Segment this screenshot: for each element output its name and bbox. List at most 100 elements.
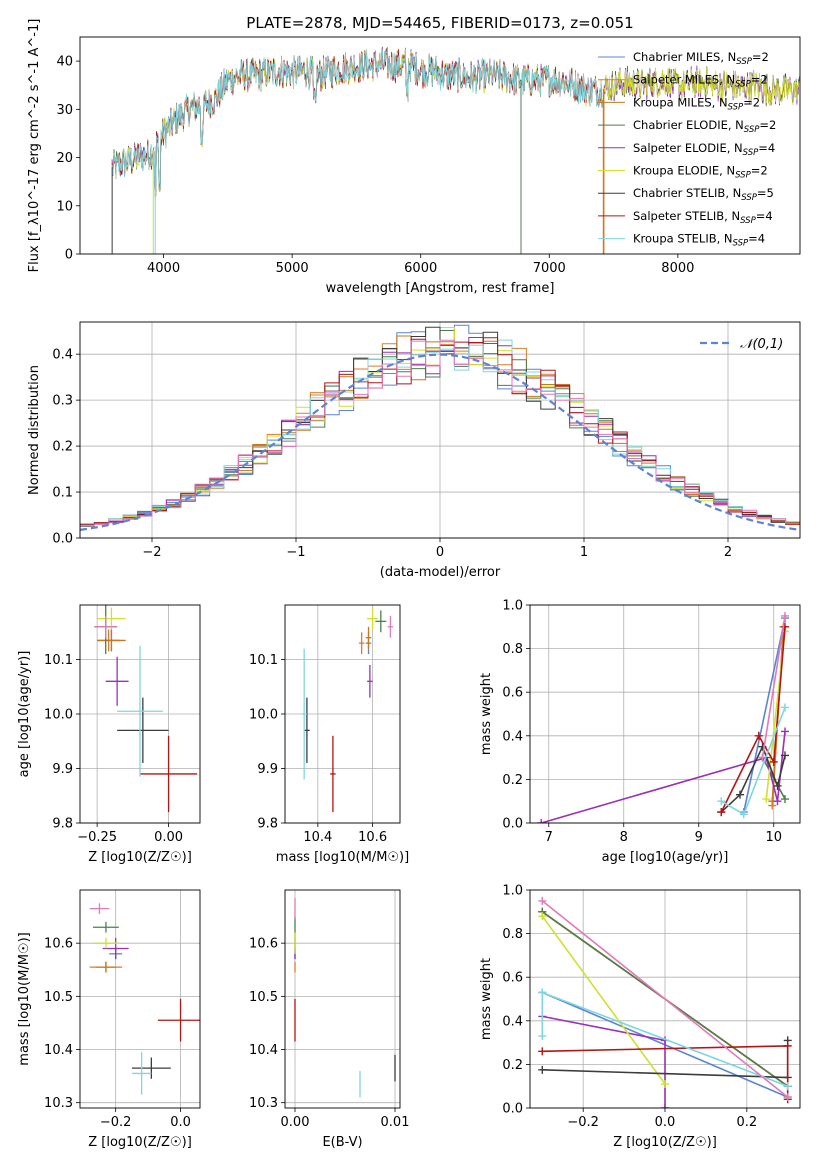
data-point xyxy=(131,1057,171,1079)
legend-label: Chabrier STELIB, NSSP=5 xyxy=(633,186,774,203)
y-tick-label: 30 xyxy=(56,103,73,118)
weight-series xyxy=(761,615,786,758)
plot-area xyxy=(94,605,198,813)
y-axis-label: mass weight xyxy=(479,673,494,755)
x-tick-label: 7000 xyxy=(533,261,566,276)
panel-residuals: −2 −1 0 1 2 0.0 0.1 0.2 0.3 0.4 (data-model)/error… xyxy=(27,321,801,580)
weight-series xyxy=(541,731,786,823)
weight-marker xyxy=(538,988,547,997)
x-axis-label: Z [log10(Z/Z☉)] xyxy=(613,1135,717,1150)
y-tick-label: 10.1 xyxy=(44,653,73,668)
legend-label: Salpeter MILES, NSSP=2 xyxy=(633,73,768,90)
y-tick-label: 9.9 xyxy=(52,762,73,777)
y-tick-label: 0.4 xyxy=(502,1014,523,1029)
y-tick-label: 0.0 xyxy=(502,817,523,832)
axes-frame xyxy=(529,604,801,824)
weight-marker xyxy=(781,611,789,620)
y-tick-label: 0.8 xyxy=(502,642,523,657)
axes-frame xyxy=(79,604,201,824)
data-point xyxy=(140,735,198,813)
legend-label: 𝒩(0,1) xyxy=(740,337,783,352)
x-axis-label: age [log10(age/yr)] xyxy=(602,850,729,865)
data-point xyxy=(97,629,126,652)
plot-area xyxy=(537,611,789,823)
y-tick-label: 40 xyxy=(56,55,73,70)
legend-label: Chabrier ELODIE, NSSP=2 xyxy=(633,118,776,135)
x-axis-label: Z [log10(Z/Z☉)] xyxy=(88,1135,192,1150)
weight-series xyxy=(720,626,786,813)
x-tick-label: 10 xyxy=(765,830,782,845)
x-tick-label: 0.0 xyxy=(655,1115,676,1130)
x-axis-label: E(B-V) xyxy=(322,1135,362,1150)
y-tick-label: 0.4 xyxy=(502,729,523,744)
weight-marker xyxy=(717,808,726,817)
y-tick-label: 9.8 xyxy=(52,817,73,832)
weight-marker xyxy=(781,622,789,631)
data-point xyxy=(375,610,387,633)
y-tick-label: 10.1 xyxy=(249,653,278,668)
x-tick-label: 5000 xyxy=(276,261,309,276)
legend-label: Kroupa MILES, NSSP=2 xyxy=(633,95,760,112)
weight-marker xyxy=(538,912,547,921)
data-point xyxy=(97,607,126,630)
y-axis-label: age [log10(age/yr)] xyxy=(17,651,32,778)
x-tick-label: 2 xyxy=(724,545,732,560)
x-tick-label: 0.00 xyxy=(154,830,183,845)
weight-marker xyxy=(773,797,782,806)
y-tick-label: 10.4 xyxy=(44,1043,73,1058)
x-tick-label: 10.4 xyxy=(303,830,332,845)
y-tick-label: 10.3 xyxy=(249,1096,278,1111)
x-tick-label: 1 xyxy=(580,545,588,560)
x-axis-label: wavelength [Angstrom, rest frame] xyxy=(326,281,555,296)
y-tick-label: 9.9 xyxy=(257,762,278,777)
x-tick-label: −0.2 xyxy=(567,1115,599,1130)
data-point xyxy=(105,656,129,706)
axes-frame xyxy=(529,889,801,1109)
y-tick-label: 20 xyxy=(56,151,73,166)
data-point xyxy=(117,697,169,764)
weight-marker xyxy=(783,1093,792,1102)
x-tick-label: −2 xyxy=(142,545,161,560)
y-tick-label: 0.6 xyxy=(502,971,523,986)
data-point xyxy=(367,664,373,698)
weight-series xyxy=(542,1015,666,1108)
weight-marker xyxy=(781,703,789,712)
x-tick-label: 8 xyxy=(620,830,628,845)
y-tick-label: 1.0 xyxy=(502,599,523,614)
weight-marker xyxy=(754,731,763,740)
y-tick-label: 0.2 xyxy=(52,440,73,455)
y-tick-label: 10.6 xyxy=(44,937,73,952)
y-tick-label: 0.6 xyxy=(502,686,523,701)
x-axis-label: Z [log10(Z/Z☉)] xyxy=(88,850,192,865)
figure-title: PLATE=2878, MJD=54465, FIBERID=0173, z=0… xyxy=(246,14,633,32)
y-tick-label: 0.0 xyxy=(502,1102,523,1117)
weight-series xyxy=(743,617,786,813)
y-tick-label: 0.1 xyxy=(52,486,73,501)
plot-area xyxy=(80,324,800,538)
weight-marker xyxy=(538,1032,547,1041)
y-tick-label: 0.2 xyxy=(502,1058,523,1073)
y-tick-label: 9.8 xyxy=(257,817,278,832)
y-tick-label: 10.4 xyxy=(249,1043,278,1058)
weight-series xyxy=(541,915,666,1085)
y-tick-label: 1.0 xyxy=(502,884,523,899)
weight-marker xyxy=(758,753,767,762)
x-tick-label: 6000 xyxy=(404,261,437,276)
weight-marker xyxy=(762,795,771,804)
weight-marker xyxy=(717,797,726,806)
axes-frame xyxy=(284,889,401,1109)
plot-area xyxy=(294,897,396,1098)
x-tick-label: 0 xyxy=(436,545,444,560)
x-tick-label: −1 xyxy=(286,545,305,560)
axes-frame xyxy=(79,36,801,255)
weight-marker xyxy=(538,1047,547,1056)
x-tick-label: 10.6 xyxy=(358,830,387,845)
panel-mass-vs-Z: −0.2 0.0 10.3 10.4 10.5 10.6 Z [log10(Z/Z☉)] ma… xyxy=(17,889,201,1150)
y-tick-label: 10.5 xyxy=(249,990,278,1005)
y-tick-label: 0.3 xyxy=(52,394,73,409)
normal-curve xyxy=(80,353,800,531)
weight-marker xyxy=(781,727,789,736)
weight-series xyxy=(541,900,789,1098)
legend-label: Salpeter STELIB, NSSP=4 xyxy=(633,209,773,226)
